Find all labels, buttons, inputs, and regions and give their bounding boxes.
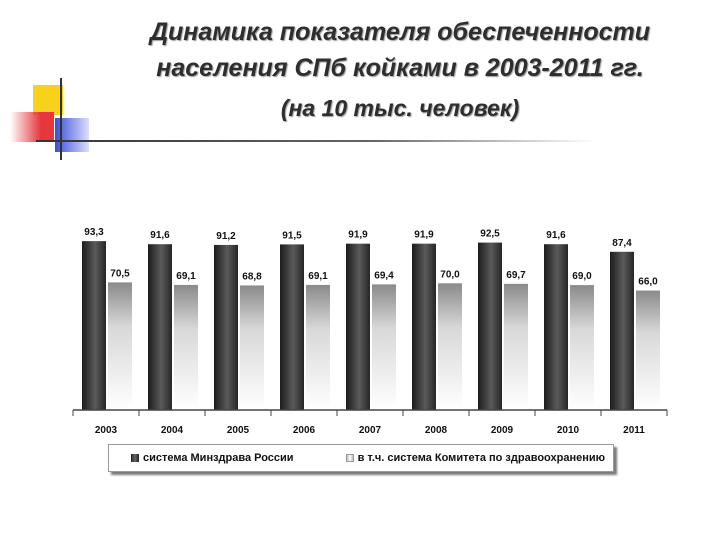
data-label-committee-2009: 69,7: [506, 270, 526, 281]
legend-swatch-dark: [131, 454, 139, 462]
x-tick-label-2008: 2008: [425, 425, 448, 436]
data-label-committee-2003: 70,5: [110, 268, 130, 279]
bar-minzdrav-2007: [346, 243, 370, 410]
x-tick-label-2005: 2005: [227, 425, 250, 436]
decor-red-square: [10, 112, 54, 142]
bar-committee-2008: [438, 283, 462, 410]
bar-committee-2005: [240, 285, 264, 410]
data-label-minzdrav-2004: 91,6: [150, 230, 170, 241]
bar-minzdrav-2008: [412, 243, 436, 410]
x-tick-label-2007: 2007: [359, 425, 382, 436]
legend-label-committee: в т.ч. система Комитета по здравоохранен…: [357, 452, 606, 464]
bar-minzdrav-2009: [478, 242, 502, 410]
x-tick-label-2003: 2003: [95, 425, 118, 436]
legend-item-committee: в т.ч. система Комитета по здравоохранен…: [345, 452, 606, 464]
data-label-committee-2007: 69,4: [374, 270, 394, 281]
data-label-minzdrav-2003: 93,3: [84, 227, 104, 238]
bar-committee-2011: [636, 290, 660, 410]
legend-swatch-light: [345, 454, 354, 462]
page-title: Динамика показателя обеспеченности насел…: [149, 18, 651, 82]
decor-vertical-line: [60, 78, 62, 160]
data-label-minzdrav-2006: 91,5: [282, 230, 302, 241]
bar-minzdrav-2010: [544, 244, 568, 410]
data-label-committee-2008: 70,0: [440, 269, 460, 280]
data-label-minzdrav-2009: 92,5: [480, 229, 500, 240]
decor-yellow-square: [33, 85, 63, 115]
bar-minzdrav-2003: [82, 241, 106, 410]
bar-committee-2004: [174, 284, 198, 410]
bar-committee-2009: [504, 283, 528, 410]
data-label-minzdrav-2007: 91,9: [348, 230, 368, 241]
data-label-committee-2004: 69,1: [176, 271, 196, 282]
bar-minzdrav-2006: [280, 244, 304, 410]
chart-legend: система Минздрава России в т.ч. система …: [108, 444, 614, 472]
x-tick-label-2006: 2006: [293, 425, 316, 436]
bar-minzdrav-2005: [214, 244, 238, 410]
data-label-minzdrav-2010: 91,6: [546, 230, 566, 241]
decor-horizontal-line: [36, 140, 596, 142]
data-label-minzdrav-2005: 91,2: [216, 231, 236, 242]
data-label-committee-2010: 69,0: [572, 271, 592, 282]
bar-minzdrav-2004: [148, 244, 172, 410]
legend-label-minzdrav: система Минздрава России: [143, 452, 294, 464]
bar-minzdrav-2011: [610, 251, 634, 410]
x-tick-label-2010: 2010: [557, 425, 580, 436]
data-label-committee-2005: 68,8: [242, 271, 262, 282]
bar-committee-2003: [108, 282, 132, 410]
data-label-minzdrav-2011: 87,4: [612, 238, 632, 249]
data-label-committee-2011: 66,0: [638, 277, 658, 288]
x-tick-label-2011: 2011: [623, 425, 645, 436]
bar-committee-2007: [372, 284, 396, 410]
legend-item-minzdrav: система Минздрава России: [131, 452, 294, 464]
data-label-committee-2006: 69,1: [308, 271, 328, 282]
data-label-minzdrav-2008: 91,9: [414, 230, 434, 241]
x-tick-label-2004: 2004: [161, 425, 184, 436]
bar-committee-2006: [306, 284, 330, 410]
bar-committee-2010: [570, 285, 594, 410]
x-tick-label-2009: 2009: [491, 425, 514, 436]
page-subtitle: (на 10 тыс. человек): [280, 95, 520, 121]
